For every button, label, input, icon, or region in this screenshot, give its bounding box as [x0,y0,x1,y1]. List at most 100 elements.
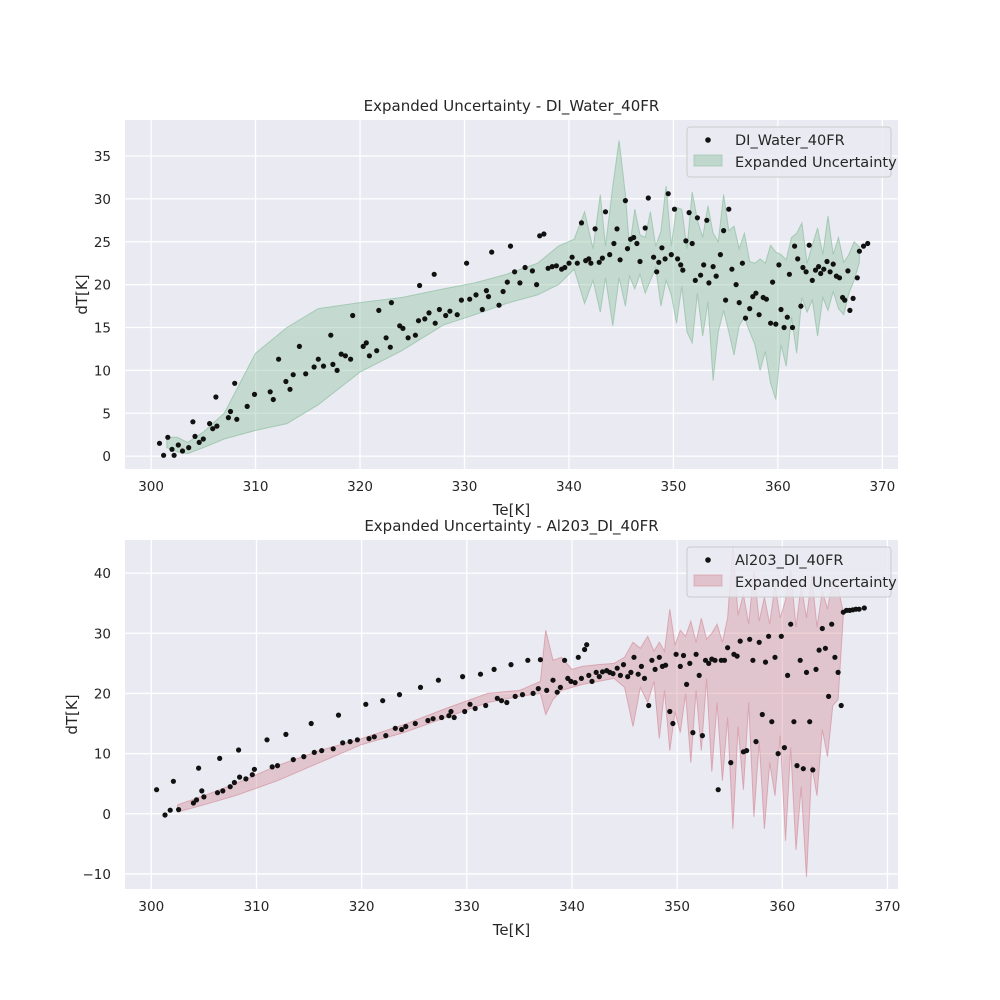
data-point [446,713,452,719]
data-point [430,716,436,722]
data-point [225,415,231,421]
uncertainty-band [177,545,844,878]
data-point [773,321,779,327]
data-point [425,717,431,724]
data-point [712,657,718,663]
data-point [374,348,380,354]
data-point [856,248,863,254]
data-point [586,672,592,679]
data-point [698,272,704,278]
legend-band-swatch [693,154,723,167]
data-point [251,391,258,397]
data-point [283,731,289,738]
data-point [504,279,510,285]
data-point [763,296,770,302]
data-point [383,733,389,739]
data-point [838,702,844,709]
data-point [483,288,489,294]
data-point [663,662,669,668]
data-point [582,646,588,653]
data-point [190,419,196,425]
data-point [264,737,270,743]
data-point [562,657,568,663]
data-point [829,621,835,627]
data-point [387,344,393,350]
data-point [491,666,497,673]
data-point [227,408,234,415]
legend-label-band: Expanded Uncertainty [735,575,897,591]
y-tick-label: 0 [102,807,111,823]
data-point [330,361,336,367]
data-point [675,256,681,262]
x-tick-label: 370 [869,479,895,495]
data-point [602,209,609,215]
data-point [477,671,484,677]
data-point [451,714,457,721]
data-point [689,240,695,247]
data-point [227,784,233,790]
x-tick-label: 350 [661,479,687,495]
y-ticks: 0 5 10 15 20 25 30 35 [94,149,111,465]
data-point [788,621,794,627]
data-point [744,748,750,754]
data-point [244,403,250,409]
data-point [167,807,173,813]
data-point [210,426,216,432]
data-point [729,266,735,272]
data-point [810,767,816,773]
data-point [753,739,759,745]
data-point [766,633,772,639]
data-point [734,653,740,659]
data-point [545,265,551,271]
data-point [274,763,281,769]
data-point [485,294,492,300]
data-point [847,307,853,313]
data-point [231,779,237,786]
data-point [400,325,406,331]
data-point [652,666,658,673]
data-point [596,674,602,680]
data-point [363,701,369,707]
data-point [522,264,528,271]
data-point [806,242,812,248]
data-point [816,647,822,653]
data-point [214,790,221,796]
data-point [396,692,403,698]
data-point [610,671,616,677]
data-point [439,714,445,721]
data-point [494,695,500,701]
data-point [426,310,432,316]
data-point [380,698,386,704]
data-point [631,654,637,660]
data-point [311,364,317,370]
data-point [179,448,186,454]
data-point [645,195,651,201]
data-point [836,275,843,281]
chart-di-water: 300 310 320 330 340 350 360 370 05101520253035 … [73,97,898,519]
data-point [154,787,160,793]
data-point [399,726,405,733]
legend-label-band: Expanded Uncertainty [735,155,897,171]
data-point [220,788,226,794]
data-point [696,672,702,679]
data-point [818,270,824,277]
data-point [519,692,526,698]
data-point [338,351,344,357]
data-point [673,651,679,657]
data-point [498,698,505,704]
chart-title: Expanded Uncertainty - DI_Water_40FR [364,97,660,116]
data-point [686,210,692,216]
data-point [816,264,822,270]
data-point [350,312,356,319]
data-point [405,335,411,341]
data-point [217,755,223,762]
data-point [803,669,810,676]
data-point [483,702,489,709]
data-point [199,788,205,794]
data-point [756,639,762,645]
plot-area [125,540,898,889]
data-point [287,386,293,392]
data-point [687,660,693,667]
x-axis-label: Te[K] [492,921,530,939]
data-point [699,733,706,739]
